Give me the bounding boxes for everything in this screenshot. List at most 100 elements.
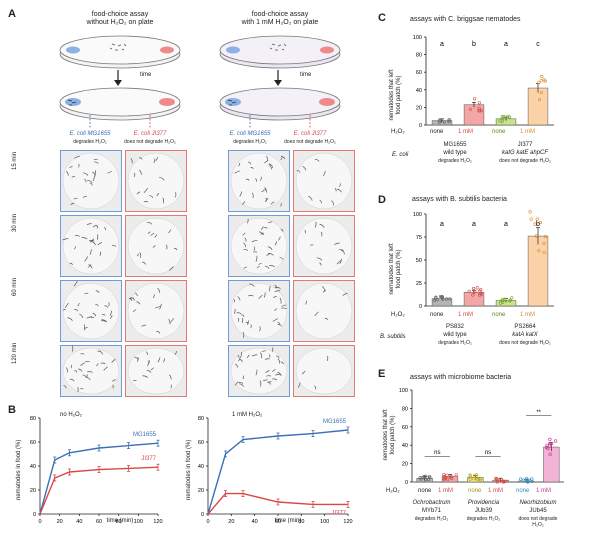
- worm: [326, 355, 329, 361]
- worm: [234, 363, 239, 368]
- worm: [109, 315, 113, 319]
- worm: [89, 238, 95, 243]
- x-tick-label: 0: [206, 519, 209, 525]
- data-point: [500, 115, 504, 119]
- photo-plate: [295, 152, 353, 210]
- d-cond-2: 1 mM: [458, 312, 473, 318]
- d-cond-4: 1 mM: [520, 312, 535, 318]
- worm: [297, 382, 301, 388]
- y-tick-label: 0: [33, 512, 36, 518]
- worm: [168, 229, 172, 234]
- series-line-ji377: [207, 492, 348, 515]
- worm: [129, 298, 133, 301]
- worm: [265, 358, 270, 360]
- worm: [272, 368, 276, 372]
- data-point: [537, 80, 541, 84]
- strain-ji377-label-right: E. coli JI377: [293, 131, 327, 137]
- time-label-left: time: [140, 72, 152, 78]
- worm: [143, 188, 148, 194]
- e-cond-1: none: [418, 488, 432, 494]
- data-point: [472, 474, 477, 478]
- d-bacteria-label: B. subtilis: [380, 334, 406, 340]
- x-tick-label: 20: [57, 519, 63, 525]
- worm: [130, 158, 133, 164]
- data-point: [442, 120, 447, 124]
- d-strain-1-sub: wild type: [443, 332, 467, 338]
- e-strain-1: Ochrobactrum: [412, 500, 451, 506]
- data-point: [528, 210, 532, 214]
- data-point: [434, 296, 438, 300]
- worm: [79, 313, 84, 318]
- worm: [334, 242, 340, 245]
- worm: [319, 262, 322, 266]
- worm: [274, 241, 277, 246]
- data-point: [471, 293, 475, 297]
- x-tick-label: 80: [116, 519, 122, 525]
- worm: [280, 156, 283, 161]
- worm: [242, 375, 244, 380]
- worm: [336, 260, 342, 265]
- worm: [149, 195, 154, 199]
- y-tick-label: 60: [402, 425, 408, 431]
- worm: [249, 283, 255, 287]
- worm: [238, 382, 244, 384]
- data-point: [546, 447, 550, 451]
- worm: [159, 176, 165, 181]
- y-tick-label: 0: [405, 480, 408, 486]
- x-tick-label: 20: [228, 519, 234, 525]
- worm: [301, 370, 306, 375]
- worm: [315, 221, 317, 228]
- photo-plate: [62, 217, 120, 275]
- worm: [305, 300, 308, 305]
- data-point: [550, 441, 554, 446]
- worm: [141, 324, 147, 327]
- worm: [280, 229, 284, 232]
- worm: [175, 192, 177, 198]
- e-strain-1-note: degrades H₂O₂: [414, 516, 449, 522]
- data-point: [472, 286, 476, 291]
- worm: [101, 314, 106, 316]
- worm: [280, 361, 284, 365]
- y-tick-label: 60: [30, 440, 36, 446]
- worm: [150, 367, 154, 371]
- data-point: [479, 292, 484, 296]
- worm: [83, 324, 86, 331]
- e-cond-6: 1 mM: [536, 488, 551, 494]
- e-strain-2-note: degrades H₂O₂: [466, 516, 501, 522]
- worm: [80, 362, 85, 366]
- worm: [156, 192, 160, 197]
- worm: [243, 249, 249, 251]
- d-title: assays with B. subtilis bacteria: [412, 196, 507, 203]
- worm: [342, 292, 348, 296]
- worm: [165, 244, 168, 250]
- worm: [266, 253, 271, 256]
- worm: [154, 306, 161, 309]
- data-point: [438, 118, 442, 122]
- worm: [129, 297, 134, 299]
- worm: [260, 176, 262, 181]
- data-point: [540, 74, 544, 79]
- data-point: [519, 477, 523, 481]
- worm-overlay: [62, 152, 353, 395]
- photo-plate: [230, 347, 288, 395]
- worm: [280, 155, 286, 160]
- worm: [251, 240, 258, 243]
- data-point: [543, 234, 547, 239]
- e-strain-3: Neorhizobium: [519, 500, 557, 506]
- data-point: [542, 241, 546, 245]
- worm: [233, 299, 236, 303]
- y-tick-label: 0: [419, 304, 422, 310]
- worm: [74, 155, 80, 159]
- worm: [170, 318, 175, 323]
- data-point: [475, 286, 479, 290]
- worm: [338, 249, 344, 251]
- panel-d-label: D: [378, 194, 386, 206]
- worm: [274, 284, 277, 289]
- data-point: [526, 480, 530, 484]
- worm: [99, 251, 102, 256]
- x-tick-label: 40: [76, 519, 82, 525]
- worm: [279, 256, 284, 260]
- data-point: [528, 478, 532, 483]
- worm: [82, 172, 89, 176]
- photo-plate: [230, 217, 288, 275]
